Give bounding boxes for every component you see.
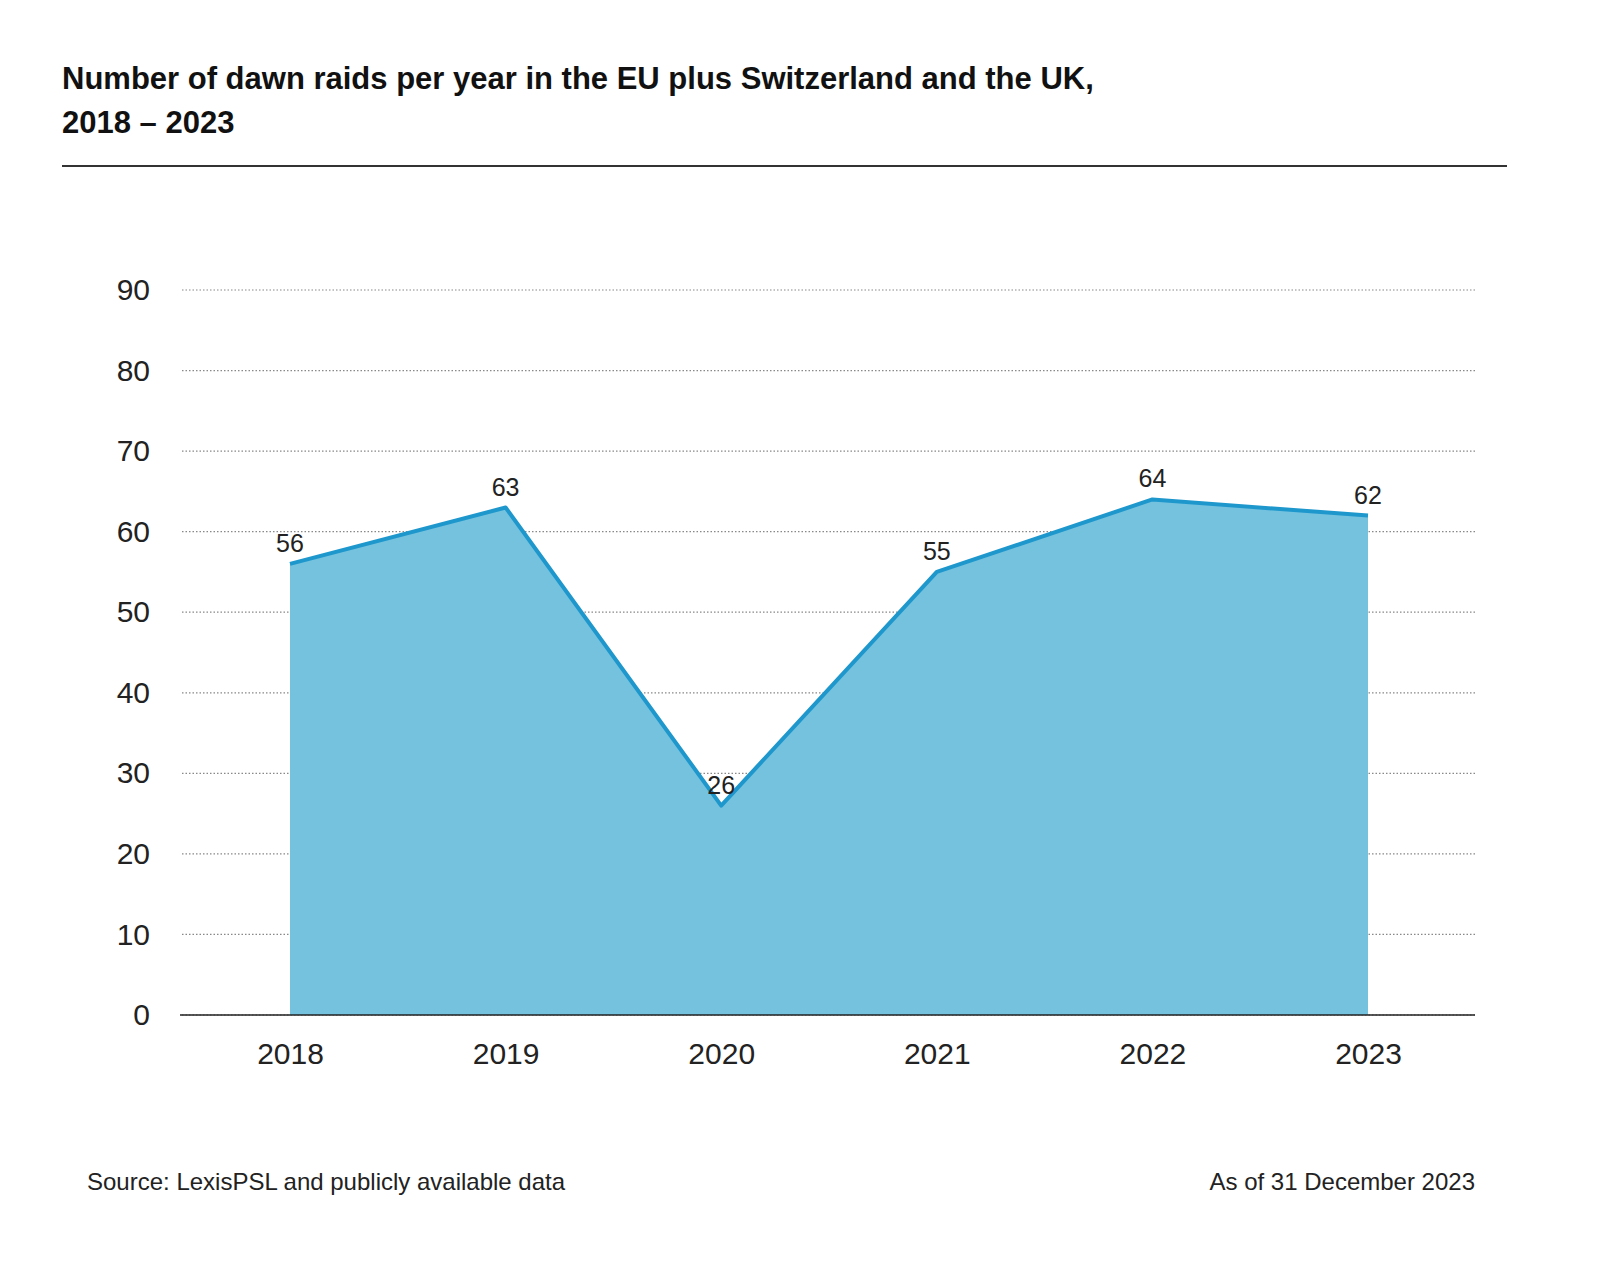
x-tick: 2023 xyxy=(1335,1015,1402,1070)
y-tick-label: 60 xyxy=(117,515,150,548)
title-rule xyxy=(62,165,1507,167)
chart: Number of dawn raids per year in the EU … xyxy=(0,0,1600,1285)
x-tick-label: 2021 xyxy=(904,1037,971,1070)
title: 2018 – 2023 xyxy=(62,105,234,140)
y-tick-label: 0 xyxy=(133,998,150,1031)
x-axis-line xyxy=(180,1014,1475,1016)
data-label: 26 xyxy=(707,771,735,799)
y-tick-label: 10 xyxy=(117,918,150,951)
plot-area xyxy=(290,499,1368,1015)
x-tick: 2018 xyxy=(257,1015,324,1070)
x-tick-label: 2018 xyxy=(257,1037,324,1070)
x-tick-label: 2022 xyxy=(1120,1037,1187,1070)
x-tick-label: 2023 xyxy=(1335,1037,1402,1070)
y-axis-domain xyxy=(182,291,183,1016)
data-label: 56 xyxy=(276,529,304,557)
y-tick-label: 70 xyxy=(117,434,150,467)
note: As of 31 December 2023 xyxy=(1210,1168,1476,1195)
source: Source: LexisPSL and publicly available … xyxy=(87,1168,566,1195)
x-tick-label: 2019 xyxy=(473,1037,540,1070)
y-tick-label: 40 xyxy=(117,676,150,709)
y-tick: 80 xyxy=(117,354,182,387)
y-tick: 90 xyxy=(117,273,182,306)
data-label: 62 xyxy=(1354,481,1382,509)
y-tick-label: 20 xyxy=(117,837,150,870)
y-tick: 40 xyxy=(117,676,182,709)
x-axis: 2018 2019 2020 2021 2022 2023 xyxy=(257,1015,1402,1070)
line xyxy=(290,499,1368,805)
grid-line xyxy=(182,451,1475,452)
y-tick: 60 xyxy=(117,515,182,548)
data-label: 55 xyxy=(923,537,951,565)
data-labels: 56 63 26 55 64 62 xyxy=(276,464,1382,798)
data-label: 63 xyxy=(492,473,520,501)
y-tick: 10 xyxy=(117,918,182,951)
y-axis: 0 10 20 30 40 50 60 70 80 90 xyxy=(117,273,183,1031)
y-tick: 50 xyxy=(117,595,182,628)
data-label: 64 xyxy=(1138,464,1166,492)
grid-line xyxy=(182,289,1475,290)
y-tick: 20 xyxy=(117,837,182,870)
x-tick: 2021 xyxy=(904,1015,971,1070)
grid xyxy=(182,290,1475,1015)
x-tick: 2020 xyxy=(688,1015,755,1070)
y-tick: 0 xyxy=(133,998,182,1031)
x-axis-domain xyxy=(291,1015,1369,1016)
x-tick: 2022 xyxy=(1120,1015,1187,1070)
title: Number of dawn raids per year in the EU … xyxy=(62,61,1094,96)
y-tick-label: 80 xyxy=(117,354,150,387)
area xyxy=(290,499,1368,1015)
grid-line xyxy=(182,370,1475,371)
x-tick: 2019 xyxy=(473,1015,540,1070)
y-tick-label: 50 xyxy=(117,595,150,628)
y-tick: 30 xyxy=(117,756,182,789)
y-tick-label: 30 xyxy=(117,756,150,789)
y-tick: 70 xyxy=(117,434,182,467)
x-tick-label: 2020 xyxy=(688,1037,755,1070)
y-tick-label: 90 xyxy=(117,273,150,306)
